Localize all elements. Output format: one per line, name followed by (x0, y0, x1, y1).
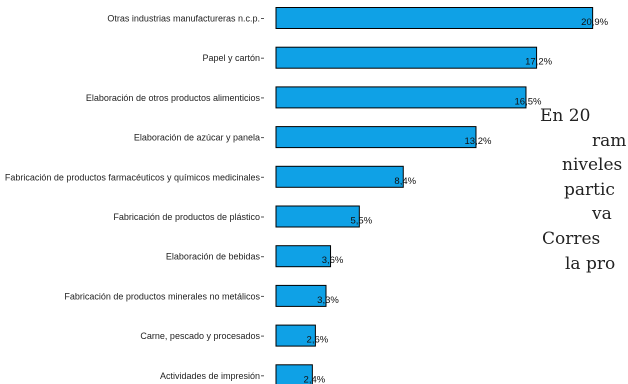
value-label-elaboracion-de-azucar-y-panela: 13,2% (465, 136, 492, 147)
side-text-line-6: Corres (542, 228, 601, 249)
side-text-line-7: la pro (565, 253, 616, 274)
value-label-fabricacion-de-productos-minerales-no-metalicos: 3,3% (317, 295, 339, 306)
category-label-elaboracion-de-azucar-y-panela: Elaboración de azúcar y panela (134, 133, 260, 143)
value-label-fabricacion-de-productos-de-plastico: 5,5% (350, 216, 372, 227)
category-label-papel-y-carton: Papel y cartón (202, 53, 260, 63)
bar-fabricacion-de-productos-de-plastico (275, 205, 360, 228)
side-text-line-3: niveles (562, 155, 623, 176)
bar-otras-industrias-manufactureras-n-c-p (275, 7, 594, 29)
category-label-otras-industrias-manufactureras-n-c-p: Otras industrias manufactureras n.c.p. (107, 14, 260, 24)
bar-carne-pescado-y-procesados (275, 324, 316, 347)
value-label-elaboracion-de-bebidas: 3,6% (322, 255, 344, 266)
bar-elaboracion-de-azucar-y-panela (275, 126, 477, 149)
category-label-elaboracion-de-otros-productos-alimenticios: Elaboración de otros productos alimentic… (86, 93, 261, 103)
bar-actividades-de-impresion (275, 364, 313, 384)
bar-fabricacion-de-productos-minerales-no-metalicos (275, 284, 327, 307)
side-paragraph-fragment: En 20 ram niveles partic va Corres la pr… (540, 104, 628, 276)
side-text-line-1: En 20 (540, 106, 591, 126)
bar-papel-y-carton (275, 46, 538, 69)
value-label-carne-pescado-y-procesados: 2,6% (307, 335, 329, 346)
category-label-fabricacion-de-productos-farmaceuticos-y-quimicos-medicinales: Fabricación de productos farmacéuticos y… (5, 172, 261, 182)
value-label-fabricacion-de-productos-farmaceuticos-y-quimicos-medicinales: 8,4% (394, 176, 416, 187)
bar-elaboracion-de-otros-productos-alimenticios (275, 86, 527, 109)
category-label-actividades-de-impresion: Actividades de impresión (160, 371, 260, 381)
bar-elaboracion-de-bebidas (275, 245, 332, 268)
value-label-elaboracion-de-otros-productos-alimenticios: 16,5% (515, 96, 542, 107)
category-label-elaboracion-de-bebidas: Elaboración de bebidas (166, 252, 261, 262)
bar-fabricacion-de-productos-farmaceuticos-y-quimicos-medicinales (275, 165, 404, 188)
side-text-line-5: va (592, 204, 612, 225)
value-label-actividades-de-impresion: 2,4% (304, 374, 326, 384)
value-label-otras-industrias-manufactureras-n-c-p: 20,9% (581, 17, 608, 28)
side-text-line-2: ram (592, 130, 627, 151)
category-label-fabricacion-de-productos-minerales-no-metalicos: Fabricación de productos minerales no me… (64, 291, 260, 301)
side-text-line-4: partic (564, 179, 615, 200)
value-label-papel-y-carton: 17,2% (525, 57, 552, 68)
category-label-fabricacion-de-productos-de-plastico: Fabricación de productos de plástico (113, 212, 260, 222)
category-label-carne-pescado-y-procesados: Carne, pescado y procesados (140, 331, 260, 341)
bars-layer: Otras industrias manufactureras n.c.p. 20… (5, 7, 609, 384)
